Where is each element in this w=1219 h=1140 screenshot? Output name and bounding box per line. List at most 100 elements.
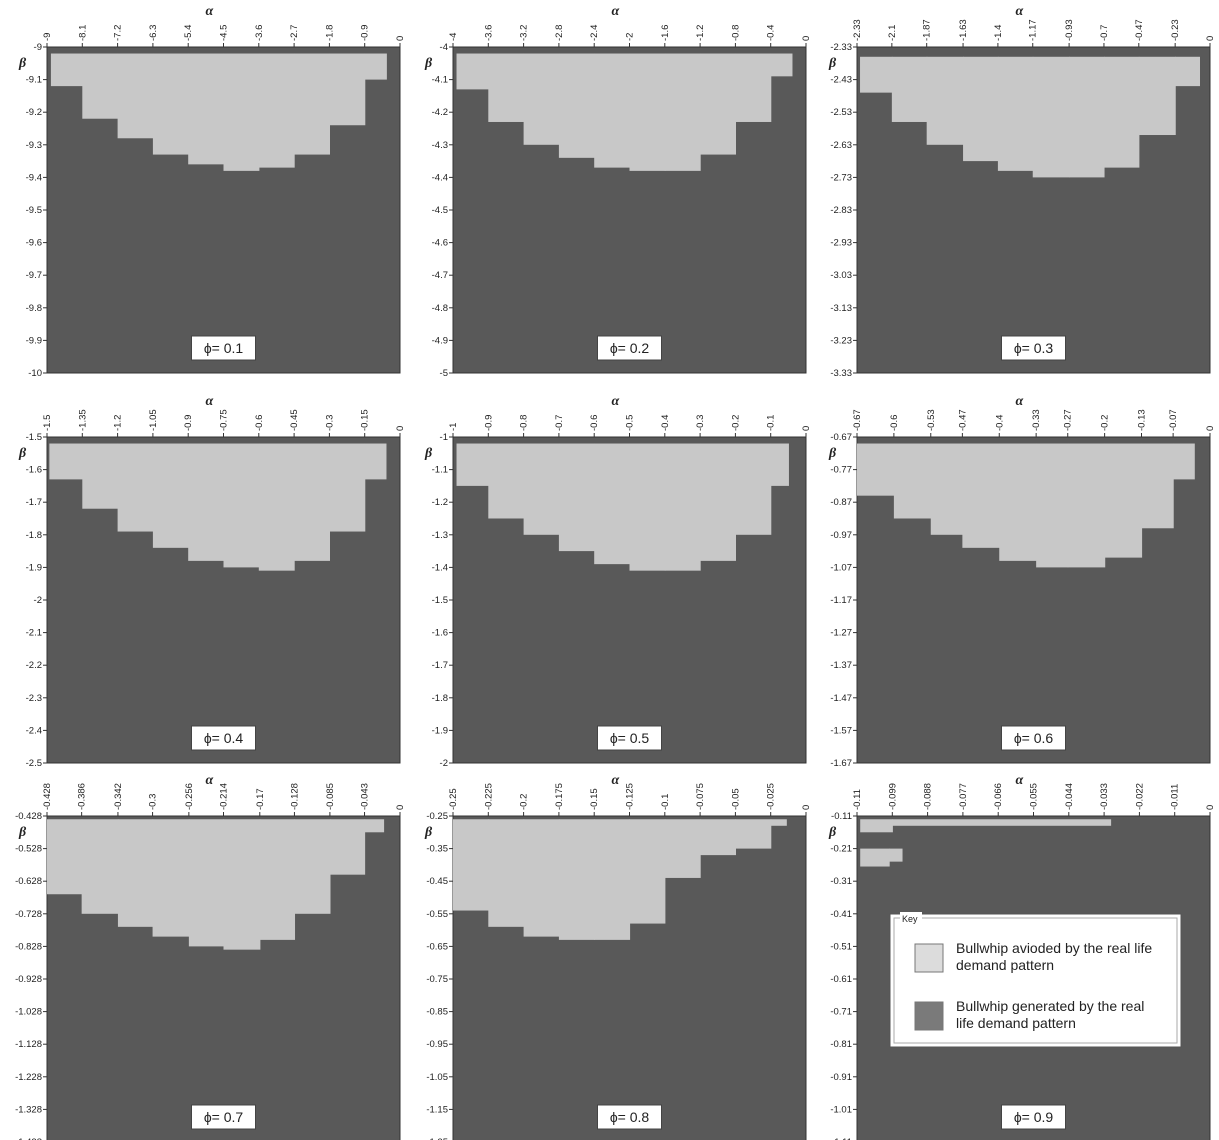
x-tick-label: -4.5 (219, 25, 230, 41)
y-tick-label: -4.5 (432, 205, 448, 216)
region-cell (49, 443, 83, 480)
region-cell (700, 443, 736, 561)
region-cell (735, 819, 772, 849)
y-axis-label: β (828, 825, 837, 840)
x-tick-label: -4 (448, 33, 459, 41)
phi-box (597, 725, 662, 751)
x-tick-label: -0.67 (852, 409, 863, 431)
region-cell (364, 443, 387, 480)
region-cell (488, 819, 525, 927)
region-cell (117, 443, 154, 532)
x-tick-label: -0.9 (183, 415, 194, 431)
x-tick-label: -0.128 (289, 783, 300, 810)
y-tick-label: -4.8 (432, 303, 448, 314)
region-cell (223, 819, 261, 950)
x-axis-label: α (612, 773, 620, 788)
y-tick-label: -1.47 (830, 693, 852, 704)
phi-label: ϕ= 0.2 (610, 340, 650, 356)
x-tick-label: 0 (1205, 426, 1216, 431)
region-cell (117, 819, 154, 927)
x-tick-label: -0.8 (519, 415, 530, 431)
y-tick-label: -0.628 (15, 876, 42, 887)
x-tick-label: -0.025 (766, 783, 777, 810)
y-tick-label: -2 (440, 758, 448, 769)
region-cell (962, 443, 1000, 548)
x-tick-label: -2 (625, 33, 636, 41)
y-tick-label: -1.1 (432, 465, 448, 476)
x-tick-label: -0.27 (1063, 409, 1074, 431)
x-tick-label: -0.055 (1029, 783, 1040, 810)
y-tick-label: -9.8 (26, 303, 42, 314)
legend-swatch (914, 1001, 944, 1031)
region-cell (329, 443, 366, 532)
x-tick-label: -1.87 (922, 19, 933, 41)
y-axis-label: β (424, 446, 433, 461)
x-tick-label: -0.15 (589, 788, 600, 810)
x-tick-label: -0.45 (289, 409, 300, 431)
region-cell (1067, 443, 1106, 568)
y-tick-label: -2.4 (26, 725, 42, 736)
region-cell (453, 819, 489, 911)
x-tick-label: -0.077 (958, 783, 969, 810)
x-tick-label: -0.3 (324, 415, 335, 431)
x-tick-label: 0 (395, 36, 406, 41)
x-tick-label: -0.2 (1100, 415, 1111, 431)
region-cell (735, 53, 772, 122)
region-cell (930, 443, 963, 535)
region-cell (523, 819, 560, 937)
y-tick-label: -0.51 (830, 941, 852, 952)
y-tick-label: -0.61 (830, 974, 852, 985)
y-tick-label: -4.6 (432, 238, 448, 249)
x-axis-label: α (1016, 394, 1024, 409)
phi-label: ϕ= 0.4 (204, 730, 244, 746)
region-cell (1138, 56, 1176, 136)
x-tick-label: 0 (395, 426, 406, 431)
x-tick-label: -0.6 (254, 415, 265, 431)
x-tick-label: -0.93 (1064, 19, 1075, 41)
region-cell (488, 53, 525, 122)
region-cell (1036, 443, 1069, 568)
y-tick-label: -1.7 (432, 660, 448, 671)
x-tick-label: -0.25 (448, 788, 459, 810)
y-tick-label: -0.25 (426, 811, 448, 822)
legend-text-wrap: Bullwhip avioded by the real life demand… (956, 940, 1152, 973)
y-tick-label: -1.8 (432, 693, 448, 704)
y-tick-label: -1.3 (432, 530, 448, 541)
region-cell (523, 443, 560, 535)
y-tick-label: -0.728 (15, 909, 42, 920)
region-cell (294, 53, 330, 155)
legend-title-bg (900, 912, 922, 924)
y-tick-label: -9.9 (26, 335, 42, 346)
region-cell (770, 53, 793, 77)
region-cell (456, 53, 489, 90)
x-tick-label: -0.4 (994, 415, 1005, 431)
region-cell (558, 53, 595, 158)
x-tick-label: -9 (42, 33, 53, 41)
x-tick-label: -1.05 (148, 409, 159, 431)
x-axis-label: α (206, 773, 214, 788)
x-tick-label: -0.3 (695, 415, 706, 431)
region-cell (1173, 443, 1195, 480)
y-tick-label: -1.05 (426, 1072, 448, 1083)
x-tick-label: -2.33 (852, 19, 863, 41)
y-tick-label: -0.75 (426, 974, 448, 985)
x-tick-label: -0.1 (766, 415, 777, 431)
x-tick-label: -2.7 (289, 25, 300, 41)
y-tick-label: -1.328 (15, 1104, 42, 1115)
y-tick-label: -1.4 (432, 562, 448, 573)
x-tick-label: -1.8 (324, 25, 335, 41)
phi-box (597, 1104, 662, 1130)
x-tick-label: -0.075 (695, 783, 706, 810)
phi-box (1001, 725, 1066, 751)
y-tick-label: -1.11 (831, 1137, 852, 1140)
y-tick-label: -3.33 (830, 368, 852, 379)
region-cell (82, 443, 119, 509)
x-tick-label: -1.4 (993, 25, 1004, 41)
region-cell (857, 443, 895, 496)
region-cell (963, 56, 999, 162)
y-tick-label: -0.85 (426, 1007, 448, 1018)
region-cell (891, 56, 928, 122)
region-cell (294, 819, 331, 914)
region-cell (152, 443, 189, 548)
x-tick-label: -1.63 (958, 19, 969, 41)
